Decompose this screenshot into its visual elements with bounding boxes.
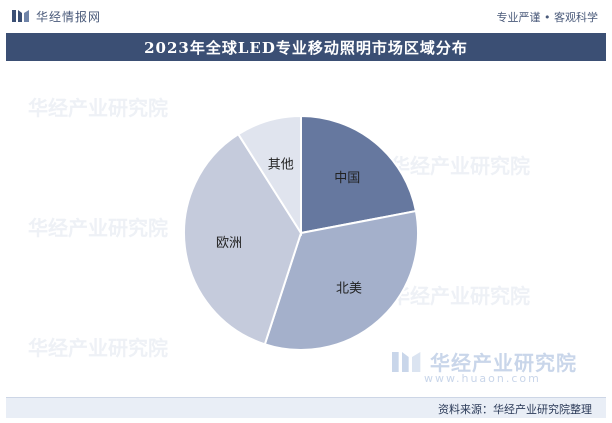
watermark-text: 华经产业研究院 bbox=[390, 284, 530, 308]
chart-title: 2023年全球LED专业移动照明市场区域分布 bbox=[144, 38, 468, 57]
pie-slice-label: 中国 bbox=[334, 171, 360, 186]
watermark-logo: 华经产业研究院 bbox=[392, 347, 577, 376]
brand[interactable]: 华经情报网 bbox=[12, 7, 101, 25]
pie-slice-0 bbox=[300, 114, 418, 235]
brand-name: 华经情报网 bbox=[36, 9, 102, 24]
pie-slice-label: 欧洲 bbox=[216, 236, 242, 251]
title-bar: 2023年全球LED专业移动照明市场区域分布 bbox=[6, 33, 606, 61]
tagline: 专业严谨 • 客观科学 bbox=[496, 11, 598, 24]
watermark-text: 华经产业研究院 bbox=[28, 336, 168, 360]
huajing-logo-icon bbox=[392, 351, 421, 372]
pie-slice-2 bbox=[183, 132, 303, 346]
pie-slice-label: 其他 bbox=[268, 157, 294, 172]
source-note: 资料来源：华经产业研究院整理 bbox=[438, 403, 592, 416]
huajing-logo-icon bbox=[12, 10, 29, 22]
top-bar: 华经情报网 专业严谨 • 客观科学 bbox=[0, 0, 612, 32]
watermark-url: www.huaon.com bbox=[424, 372, 541, 385]
watermark-text: 华经产业研究院 bbox=[28, 216, 168, 240]
watermark-text: 华经产业研究院 bbox=[390, 154, 530, 178]
pie-slice-1 bbox=[263, 209, 419, 351]
watermark-logo-text: 华经产业研究院 bbox=[430, 351, 577, 375]
footer: 资料来源：华经产业研究院整理 bbox=[6, 397, 606, 418]
watermark-text: 华经产业研究院 bbox=[28, 96, 168, 120]
pie-slice-label: 北美 bbox=[336, 281, 362, 296]
pie-slice-3 bbox=[236, 114, 302, 237]
